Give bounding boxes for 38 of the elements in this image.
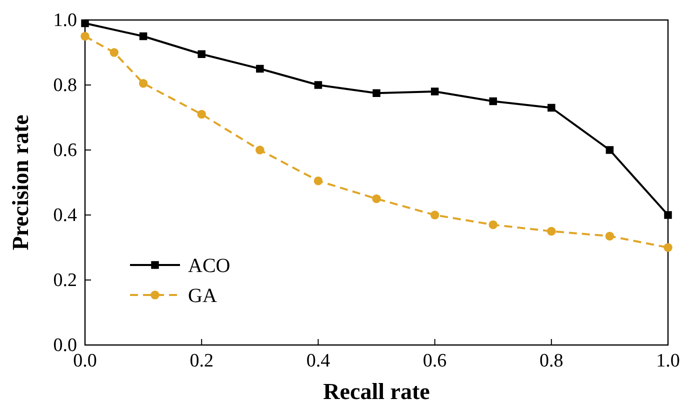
point bbox=[256, 146, 264, 154]
point bbox=[547, 226, 556, 236]
point bbox=[430, 88, 439, 96]
x-axis-title: Recall rate bbox=[323, 379, 430, 404]
point bbox=[110, 48, 119, 57]
point bbox=[606, 146, 614, 154]
point bbox=[372, 194, 381, 204]
y-tick-label: 0.8 bbox=[53, 75, 77, 96]
y-tick-label: 0.6 bbox=[53, 140, 77, 162]
point bbox=[81, 19, 89, 28]
point bbox=[489, 97, 497, 106]
x-tick-label: 0.4 bbox=[306, 350, 331, 372]
point bbox=[197, 110, 206, 119]
y-axis-title: Precision rate bbox=[8, 114, 33, 250]
point bbox=[80, 32, 90, 41]
point bbox=[314, 81, 322, 89]
point bbox=[488, 220, 498, 230]
point bbox=[430, 210, 440, 220]
x-tick-label: 0.8 bbox=[540, 350, 564, 372]
point bbox=[664, 243, 672, 252]
legend-label: ACO bbox=[188, 255, 230, 277]
point bbox=[198, 50, 206, 58]
point bbox=[138, 79, 148, 88]
point bbox=[548, 104, 556, 112]
point bbox=[256, 64, 264, 73]
point bbox=[314, 176, 323, 186]
y-tick-label: 1.0 bbox=[53, 10, 77, 32]
point bbox=[664, 211, 672, 219]
x-tick-label: 0.6 bbox=[422, 350, 447, 372]
x-tick-label: 1.0 bbox=[656, 350, 680, 372]
x-tick-label: 0.2 bbox=[190, 350, 214, 372]
x-tick-label: 0.0 bbox=[73, 350, 97, 372]
point bbox=[139, 32, 148, 40]
point bbox=[605, 232, 614, 240]
legend-label: GA bbox=[188, 285, 218, 307]
y-tick-label: 0.2 bbox=[53, 270, 77, 292]
point bbox=[372, 89, 380, 97]
y-tick-label: 0.4 bbox=[53, 205, 78, 226]
